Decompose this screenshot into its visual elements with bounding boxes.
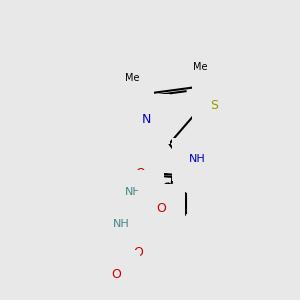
Text: O: O — [157, 202, 166, 215]
Text: O: O — [112, 268, 122, 281]
Text: Me: Me — [193, 62, 208, 72]
Text: NH: NH — [113, 219, 130, 230]
Text: Me: Me — [125, 73, 139, 83]
Text: O: O — [135, 167, 145, 180]
Text: S: S — [210, 99, 218, 112]
Text: O: O — [133, 246, 143, 259]
Text: S: S — [106, 250, 114, 262]
Text: NH: NH — [125, 187, 142, 197]
Text: NH: NH — [189, 154, 206, 164]
Text: N: N — [142, 113, 152, 126]
